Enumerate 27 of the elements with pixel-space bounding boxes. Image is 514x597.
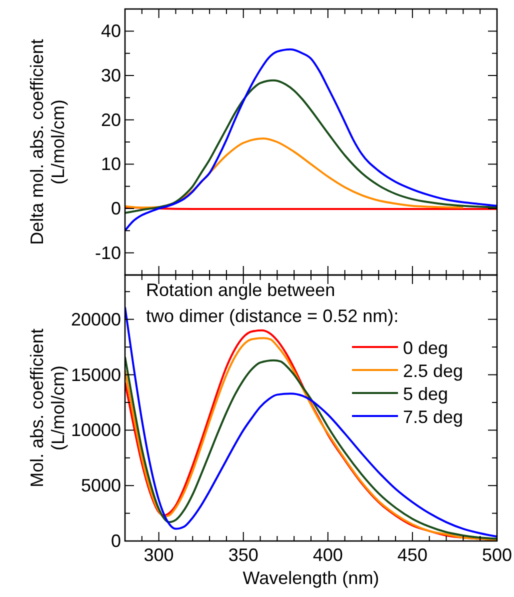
y-axis-title: Delta mol. abs. coefficient (L/mol/cm)	[27, 39, 68, 245]
y-tick-label: 15000	[70, 364, 121, 385]
x-tick-label: 450	[397, 545, 428, 565]
y-tick-label: 10	[100, 154, 121, 174]
y-tick-label: 40	[100, 21, 121, 42]
x-tick-label: 400	[312, 545, 343, 565]
line-series	[125, 137, 464, 209]
line-series	[125, 48, 497, 232]
legend-label: 0 deg	[403, 338, 448, 358]
legend-title: Rotation angle between two dimer (distance = 0.52 nm):	[146, 280, 399, 326]
y-tick-label: 20000	[70, 309, 121, 330]
y-tick-label: 10000	[70, 420, 121, 440]
line-series	[125, 79, 497, 214]
y-tick-label: 30	[100, 66, 121, 86]
legend-label: 7.5 deg	[403, 407, 464, 427]
x-tick-label: 350	[228, 545, 258, 565]
y-tick-label: 0	[110, 198, 121, 218]
y-tick-label: 0	[110, 531, 121, 551]
x-axis-title: Wavelength (nm)	[242, 568, 380, 588]
y-tick-label: 20	[100, 110, 121, 130]
y-axis-title: Mol. abs. coefficient (L/mol/cm)	[27, 328, 68, 488]
y-tick-label: -10	[94, 242, 121, 263]
x-tick-label: 500	[482, 545, 512, 565]
x-tick-label: 300	[144, 545, 174, 565]
y-tick-label: 5000	[80, 476, 121, 496]
legend-label: 5 deg	[403, 384, 448, 404]
legend-label: 2.5 deg	[403, 361, 464, 381]
